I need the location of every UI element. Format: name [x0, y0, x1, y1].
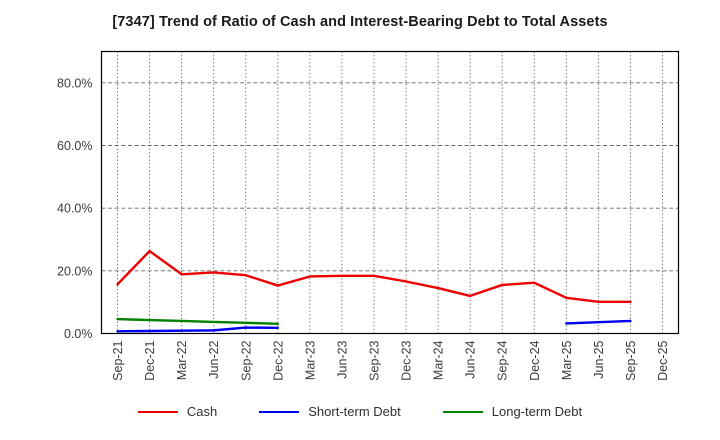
- y-tick-label: 20.0%: [57, 264, 92, 278]
- grid-lines: [101, 51, 679, 334]
- x-tick-label: Sep-25: [624, 340, 638, 380]
- x-tick-label: Dec-25: [656, 340, 670, 380]
- x-tick-label: Sep-22: [239, 340, 253, 380]
- y-tick-label: 60.0%: [57, 139, 92, 153]
- series-line-short-term-debt: [116, 326, 280, 333]
- x-axis-tick-labels: Sep-21 Dec-21 Mar-22 Jun-22 Sep-22 Dec-22 Mar-…: [111, 340, 670, 380]
- axis-frame: [100, 50, 680, 335]
- x-tick-label: Dec-21: [143, 340, 157, 380]
- x-tick-label: Mar-23: [303, 340, 317, 380]
- x-tick-label: Jun-25: [592, 340, 606, 378]
- chart-legend: Cash Short-term Debt Long-term Debt: [0, 404, 720, 419]
- y-axis-tick-labels: 0.0% 20.0% 40.0% 60.0% 80.0%: [57, 76, 92, 341]
- x-tick-label: Sep-23: [367, 340, 381, 380]
- legend-swatch-long-term-debt: [442, 410, 483, 413]
- chart-title: [7347] Trend of Ratio of Cash and Intere…: [112, 14, 608, 30]
- plot-frame: [100, 50, 680, 335]
- legend-label-cash: Cash: [186, 404, 218, 419]
- series-lines: [116, 249, 632, 333]
- x-tick-label: Jun-22: [207, 340, 221, 378]
- x-tick-label: Mar-24: [432, 340, 446, 380]
- x-tick-label: Jun-23: [335, 340, 349, 378]
- legend-label-long-term-debt: Long-term Debt: [491, 404, 583, 419]
- legend-label-short-term-debt: Short-term Debt: [308, 404, 401, 419]
- x-tick-label: Sep-21: [111, 340, 125, 380]
- x-tick-label: Mar-22: [175, 340, 189, 380]
- legend-item-long-term-debt[interactable]: Long-term Debt: [442, 404, 583, 419]
- series-line-long-term-debt: [116, 317, 280, 325]
- x-tick-label: Sep-24: [496, 340, 510, 380]
- x-tick-label: Jun-24: [464, 340, 478, 378]
- series-line-cash: [116, 249, 632, 304]
- y-tick-label: 40.0%: [57, 202, 92, 216]
- legend-swatch-cash: [137, 410, 178, 413]
- legend-swatch-short-term-debt: [259, 410, 300, 413]
- legend-item-short-term-debt[interactable]: Short-term Debt: [259, 404, 401, 419]
- x-tick-label: Dec-24: [528, 340, 542, 380]
- x-tick-label: Dec-22: [271, 340, 285, 380]
- series-line-short-term-debt: [565, 319, 632, 325]
- x-tick-label: Mar-25: [560, 340, 574, 380]
- y-tick-label: 0.0%: [64, 327, 93, 341]
- y-tick-label: 80.0%: [57, 76, 92, 90]
- x-tick-label: Dec-23: [400, 340, 414, 380]
- legend-item-cash[interactable]: Cash: [137, 404, 218, 419]
